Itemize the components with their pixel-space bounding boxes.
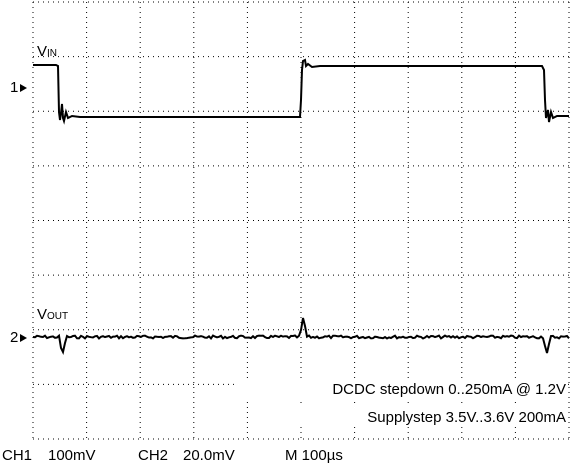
channel-arrow	[20, 84, 27, 92]
status-item: CH2	[138, 447, 168, 464]
vout-trace	[32, 317, 570, 355]
trace-label: VIN	[37, 43, 57, 60]
trace-label-sub: IN	[47, 48, 57, 59]
channel-marker: 1	[10, 79, 18, 96]
trace-label-main: V	[37, 43, 47, 60]
status-item: CH1	[2, 447, 32, 464]
vin-trace	[33, 58, 569, 125]
graticule	[32, 1, 570, 440]
status-item: M 100µs	[285, 447, 343, 464]
status-item: 100mV	[48, 447, 96, 464]
channel-marker: 2	[10, 329, 18, 346]
channel-arrow	[20, 334, 27, 342]
trace-label: VOUT	[37, 306, 68, 323]
trace-label-main: V	[37, 306, 47, 323]
status-item: 20.0mV	[183, 447, 235, 464]
annotation-bg	[236, 378, 568, 398]
annotation: Supplystep 3.5V..3.6V 200mA	[367, 409, 566, 426]
annotation: DCDC stepdown 0..250mA @ 1.2V	[332, 381, 566, 398]
trace-label-sub: OUT	[47, 311, 68, 322]
annotation-bg	[288, 406, 568, 426]
